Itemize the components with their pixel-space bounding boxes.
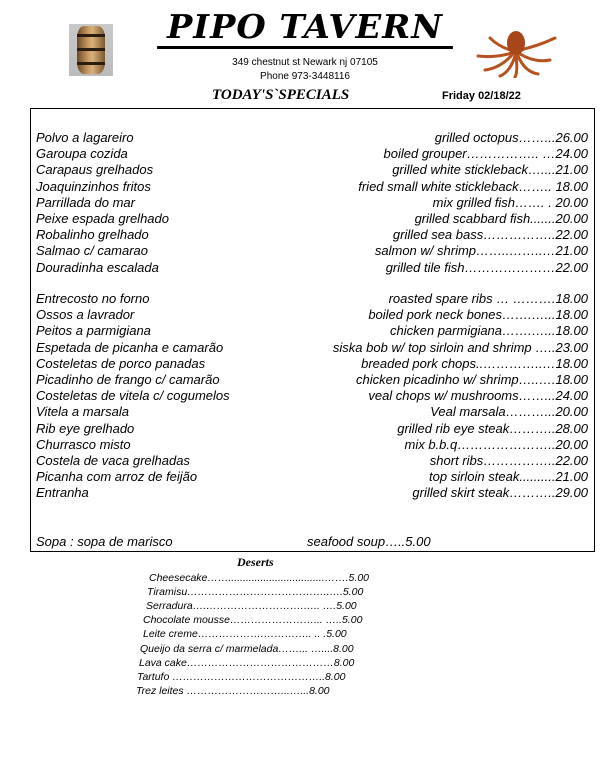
address: 349 chestnut st Newark nj 07105 [232,57,378,68]
menu-item: Parrillada do mar mix grilled fish……. . 2… [0,195,612,211]
dish-name-price: top sirloin steak..........21.00 [429,469,588,485]
dish-name-pt: Churrasco misto [36,436,131,452]
dessert-item: Lava cake……………………………………8.00 [139,656,355,669]
dessert-item: Trez leites ………………………...…...8.00 [136,684,330,697]
dish-name-pt: Entrecosto no forno [36,291,150,306]
phone: Phone 973-3448116 [260,71,350,82]
soup-row: Sopa : sopa de marisco seafood soup…..5.… [0,534,612,550]
dish-name-pt: Picanha com arroz de feijão [36,469,198,485]
dish-name-price: grilled scabbard fish.......20.00 [414,211,588,226]
menu-item: Costeletas de vitela c/ cogumelos veal ch… [0,388,612,404]
dish-name-pt: Salmao c/ camarao [36,243,148,259]
menu-item: Peitos a parmigiana chicken parmigiana…….… [0,323,612,339]
dish-name-price: grilled tile fish…………………22.00 [385,259,588,275]
dish-name-pt: Picadinho de frango c/ camarão [36,372,220,387]
menu-item: Peixe espada grelhado grilled scabbard fi… [0,211,612,227]
dish-name-pt: Robalinho grelhado [36,227,149,243]
dish-name-pt: Polvo a lagareiro [36,130,134,145]
dish-name-price: grilled skirt steak………..29.00 [412,485,588,501]
menu-item: Costela de vaca grelhadas short ribs……………… [0,453,612,469]
desserts-title: Deserts [237,555,274,569]
dish-name-pt: Peitos a parmigiana [36,323,151,339]
menu-item: Costeletas de porco panadas breaded pork … [0,356,612,372]
menu-item: Joaquinzinhos fritos fried small white st… [0,179,612,195]
dish-name-pt: Garoupa cozida [36,146,128,162]
dish-name-pt: Sopa : sopa de marisco [36,534,173,549]
dish-name-pt: Vitela a marsala [36,404,129,420]
dish-name-price: chicken parmigiana…….…...18.00 [390,323,588,339]
dish-name-price: short ribs……………..22.00 [429,453,588,468]
restaurant-name: PIPO TAVERN [157,8,453,49]
dessert-item: Cheesecake……............................… [149,572,369,584]
dish-name-price: grilled sea bass……………..22.00 [392,227,588,243]
dish-name-price: boiled pork neck bones…….…...18.00 [368,307,588,323]
dessert-item: Leite creme……………….………….. .. .5.00 [143,628,347,641]
dish-name-price: salmon w/ shrimp……..……..…21.00 [374,243,588,259]
dish-name-price: grilled white stickleback…....21.00 [392,162,588,178]
menu-item: Vitela a marsala Veal marsala………...20.00 [0,404,612,420]
menu-item: Entrecosto no forno roasted spare ribs … … [0,291,612,307]
dish-name-price: veal chops w/ mushrooms……...24.00 [368,388,588,404]
dessert-item: Tartufo ……………………………………..8.00 [137,670,346,683]
menu-item: Garoupa cozida boiled grouper…………….. …24.… [0,146,612,162]
dish-name-pt: Costeletas de vitela c/ cogumelos [36,388,230,404]
menu-item: Rib eye grelhado grilled rib eye steak………… [0,421,612,437]
menu-item: Douradinha escalada grilled tile fish…………… [0,260,612,276]
menu-item: Entranha grilled skirt steak………..29.00 [0,485,612,501]
specials-box [30,108,595,552]
dish-name-pt: Peixe espada grelhado [36,211,169,226]
dish-name-pt: Douradinha escalada [36,259,159,275]
menu-date: Friday 02/18/22 [442,90,521,102]
menu-item: Polvo a lagareiro grilled octopus……...26.… [0,130,612,146]
dish-name-price: mix grilled fish……. . 20.00 [432,194,588,210]
dish-name-pt: Rib eye grelhado [36,420,135,436]
dish-name-pt: Joaquinzinhos fritos [36,178,151,194]
dish-name-pt: Parrillada do mar [36,194,135,210]
menu-item: Carapaus grelhados grilled white stickleb… [0,162,612,178]
dish-name-price: roasted spare ribs … ……….18.00 [388,291,588,306]
dish-name-price: boiled grouper…………….. …24.00 [383,146,588,162]
menu-item: Picadinho de frango c/ camarão chicken pi… [0,372,612,388]
menu-item: Salmao c/ camarao salmon w/ shrimp……..…….… [0,243,612,259]
dish-name-pt: Entranha [36,485,89,501]
dish-name-price: Veal marsala………...20.00 [430,404,588,420]
menu-item: Ossos a lavrador boiled pork neck bones……… [0,307,612,323]
dessert-item: Chocolate mousse……………………... …..5.00 [143,614,363,627]
dish-name-price: grilled octopus……...26.00 [434,130,588,145]
dessert-item: Tiramisu…………………………………..….5.00 [147,586,364,599]
dish-name-price: seafood soup…..5.00 [307,534,431,549]
dish-name-price: breaded pork chops..…………..…18.00 [361,355,588,371]
octopus-image [476,31,557,78]
dessert-item: Queijo da serra c/ marmelada……... …....8… [140,642,354,655]
dish-name-pt: Costeletas de porco panadas [36,355,206,371]
dish-name-price: mix b.b.q…………………..20.00 [404,436,589,452]
dish-name-pt: Carapaus grelhados [36,162,154,178]
dish-name-pt: Costela de vaca grelhadas [36,453,190,468]
dish-name-price: siska bob w/ top sirloin and shrimp …..2… [332,339,588,355]
specials-title: TODAY'S`SPECIALS [212,87,350,103]
menu-item: Picanha com arroz de feijão top sirloin s… [0,469,612,485]
dish-name-pt: Ossos a lavrador [36,307,135,323]
dish-name-pt: Espetada de picanha e camarão [36,339,224,355]
dessert-item: Serradura….……………………….….. ….5.00 [146,600,357,613]
dish-name-price: chicken picadinho w/ shrimp…..….18.00 [356,372,588,387]
dish-name-price: fried small white stickleback…….. 18.00 [358,178,588,194]
dish-name-price: grilled rib eye steak………..28.00 [397,420,588,436]
barrel-image [69,24,113,76]
menu-item: Robalinho grelhado grilled sea bass…………….… [0,227,612,243]
menu-item: Espetada de picanha e camarão siska bob w… [0,340,612,356]
menu-item: Churrasco misto mix b.b.q…………………..20.00 [0,437,612,453]
